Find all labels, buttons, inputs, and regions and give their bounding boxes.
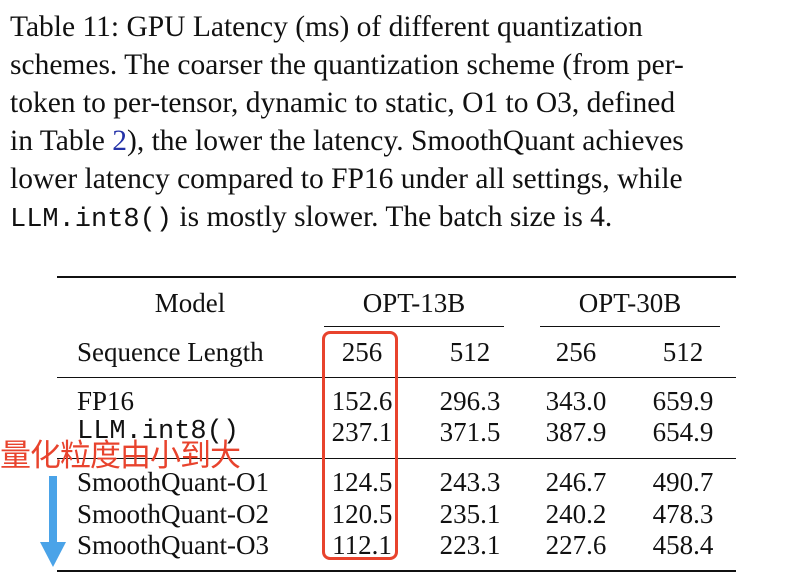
caption-line-3: token to per-tensor, dynamic to static, … xyxy=(10,87,676,119)
latency-cell: 235.1 xyxy=(439,499,501,529)
group-header-opt30b: OPT-30B xyxy=(578,288,682,318)
latency-cell: 246.7 xyxy=(545,467,607,497)
model-header: Model xyxy=(154,288,226,318)
row-label-smoothquant-o1: SmoothQuant-O1 xyxy=(77,467,269,497)
group-header-opt13b: OPT-13B xyxy=(362,288,466,318)
table-bottom-rule xyxy=(57,570,736,572)
sequence-length-header: Sequence Length xyxy=(77,337,264,367)
latency-cell: 296.3 xyxy=(439,386,501,416)
latency-cell: 243.3 xyxy=(439,467,501,497)
latency-cell: 227.6 xyxy=(545,530,607,560)
arrow-down-icon xyxy=(40,476,66,567)
seq-length-cell: 256 xyxy=(555,337,597,367)
row-label-smoothquant-o3: SmoothQuant-O3 xyxy=(77,530,269,560)
table-reference-link[interactable]: 2 xyxy=(112,125,128,157)
latency-cell: 659.9 xyxy=(652,386,714,416)
granularity-annotation: 量化粒度由小到大 xyxy=(0,438,241,474)
latency-cell: 152.6 xyxy=(331,386,393,416)
latency-cell: 478.3 xyxy=(652,499,714,529)
latency-cell: 458.4 xyxy=(652,530,714,560)
group-rule-opt30b xyxy=(540,326,720,327)
latency-cell: 387.9 xyxy=(545,417,607,447)
latency-cell: 112.1 xyxy=(332,530,392,560)
seq-length-cell: 512 xyxy=(662,337,704,367)
latency-cell: 343.0 xyxy=(545,386,607,416)
latency-cell: 120.5 xyxy=(331,499,393,529)
row-label-smoothquant-o2: SmoothQuant-O2 xyxy=(77,499,269,529)
caption-line-4: in Table 2), the lower the latency. Smoo… xyxy=(10,122,794,160)
table-caption: Table 11: GPU Latency (ms) of different … xyxy=(10,8,794,239)
latency-cell: 490.7 xyxy=(652,467,714,497)
caption-text: in Table xyxy=(10,125,113,157)
latency-cell: 654.9 xyxy=(652,417,714,447)
seq-length-cell: 256 xyxy=(341,337,383,367)
latency-cell: 237.1 xyxy=(331,417,393,447)
row-label-llm-int8: LLM.int8() xyxy=(77,417,240,447)
caption-line-5: lower latency compared to FP16 under all… xyxy=(10,163,683,195)
highlight-box xyxy=(322,331,398,560)
latency-cell: 371.5 xyxy=(439,417,501,447)
seq-length-cell: 512 xyxy=(449,337,491,367)
row-label-fp16: FP16 xyxy=(77,386,135,416)
caption-text: is mostly slower. The batch size is 4. xyxy=(172,201,613,233)
latency-cell: 223.1 xyxy=(439,530,501,560)
latency-cell: 124.5 xyxy=(331,467,393,497)
caption-line-1: Table 11: GPU Latency (ms) of different … xyxy=(10,11,643,43)
caption-line-2: schemes. The coarser the quantization sc… xyxy=(10,49,684,81)
latency-cell: 240.2 xyxy=(545,499,607,529)
caption-text: ), the lower the latency. SmoothQuant ac… xyxy=(127,125,684,157)
table-top-rule xyxy=(57,276,736,278)
group-rule-opt13b xyxy=(324,326,504,327)
caption-code: LLM.int8() xyxy=(10,205,173,235)
caption-line-6: LLM.int8() is mostly slower. The batch s… xyxy=(10,198,794,239)
